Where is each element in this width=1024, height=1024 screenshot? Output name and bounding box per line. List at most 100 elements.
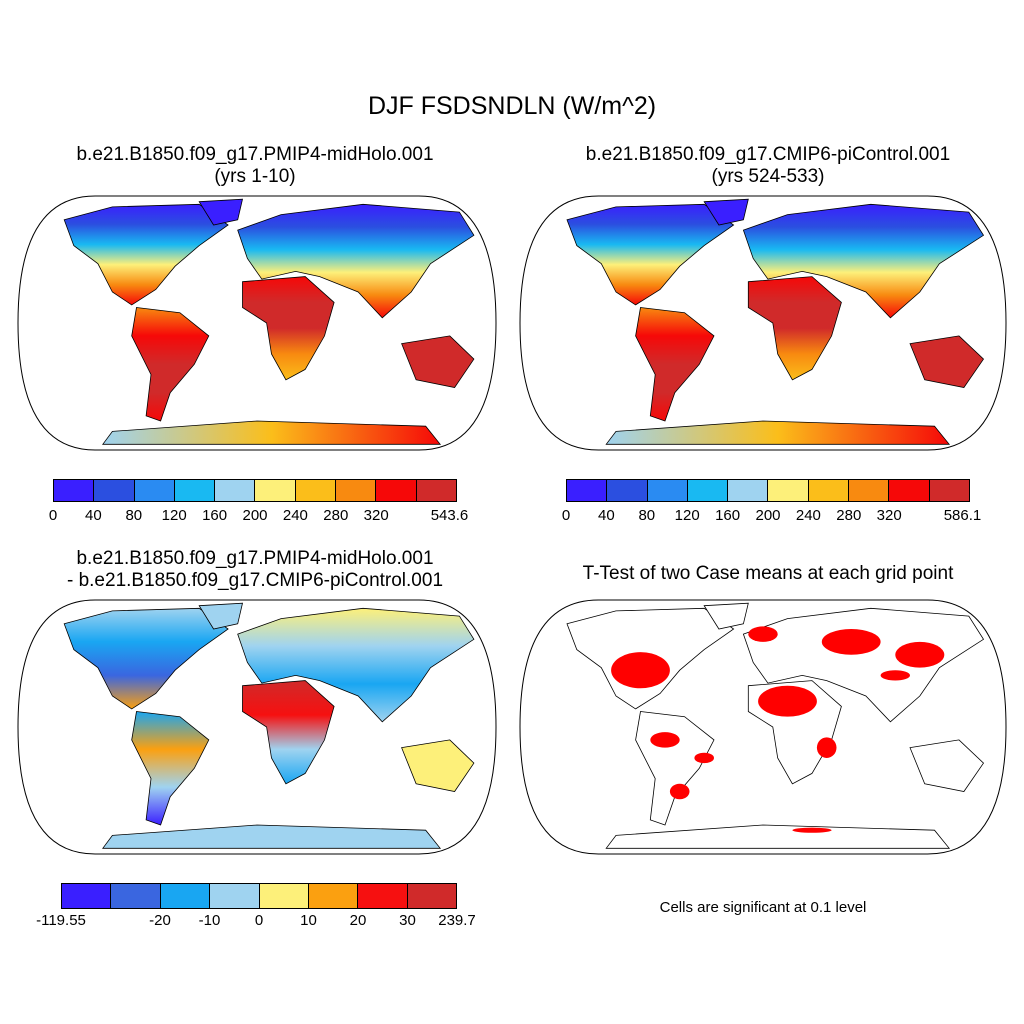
panel-title-line2: (yrs 524-533) (711, 166, 825, 187)
significant-region (821, 628, 881, 655)
colorbar-tick-label: 40 (598, 507, 615, 524)
land-eurasia (742, 607, 985, 723)
map-ttest (519, 599, 1007, 855)
significant-region (792, 827, 832, 833)
significant-region (694, 752, 714, 764)
map-midholo (17, 195, 497, 451)
colorbar-tick-label: 280 (323, 507, 349, 524)
colorbar-ticks-picontrol: 0 40 80 120 160 200 240 280 320 586.1 (562, 507, 981, 527)
significant-region (816, 737, 837, 758)
colorbar-tick-label: -119.55 (36, 912, 86, 929)
colorbar-tick-label: 239.7 (438, 912, 476, 929)
colorbar-swatch (929, 480, 969, 501)
colorbar-tick-label: 120 (674, 507, 700, 524)
map-border (17, 195, 497, 451)
land-greenland (703, 602, 749, 630)
panel-title-line1: b.e21.B1850.f09_g17.PMIP4-midHolo.001 (76, 548, 434, 569)
colorbar-tick-label: 543.6 (430, 507, 469, 524)
colorbar-swatch (295, 480, 337, 501)
significant-region (650, 732, 680, 748)
colorbar-swatch (62, 884, 112, 908)
colorbar-swatch (416, 480, 456, 501)
colorbar-tick-label: 40 (85, 507, 102, 524)
colorbar-swatch (54, 480, 95, 501)
colorbar-tick-label: 200 (755, 507, 781, 524)
colorbar-swatch (111, 884, 161, 908)
colorbar-ticks-difference: -119.55 -20 -10 0 10 20 30 239.7 (36, 912, 476, 932)
panel-title-line1: b.e21.B1850.f09_g17.CMIP6-piControl.001 (585, 144, 951, 165)
land-greenland (703, 198, 749, 226)
panel-title-picontrol: b.e21.B1850.f09_g17.CMIP6-piControl.001 … (518, 144, 1018, 188)
panel-title-midholo: b.e21.B1850.f09_g17.PMIP4-midHolo.001 (y… (5, 144, 505, 188)
land-australia (909, 739, 985, 792)
significance-note: Cells are significant at 0.1 level (659, 899, 867, 916)
colorbar-swatch (728, 480, 769, 501)
colorbar-tick-label: 240 (795, 507, 821, 524)
colorbar-difference (61, 883, 457, 909)
colorbar-tick-label: 0 (48, 507, 58, 524)
colorbar-tick-label: -10 (198, 912, 221, 929)
land-africa (747, 276, 842, 381)
colorbar-tick-label: 30 (399, 912, 416, 929)
colorbar-swatch (255, 480, 296, 501)
land-antarctica (605, 824, 951, 849)
colorbar-tick-label: 0 (561, 507, 571, 524)
colorbar-swatch (849, 480, 890, 501)
colorbar-tick-label: 80 (638, 507, 656, 524)
panel-title-ttest: T-Test of two Case means at each grid po… (582, 563, 954, 584)
colorbar-swatch (647, 480, 688, 501)
colorbar-swatch (687, 480, 729, 501)
colorbar-tick-label: -20 (149, 912, 171, 929)
colorbar-swatch (808, 480, 850, 501)
colorbar-picontrol (566, 479, 970, 502)
land-northAmerica (63, 607, 229, 710)
colorbar-tick-label: 80 (125, 507, 143, 524)
colorbar-swatch (336, 480, 377, 501)
land-australia (401, 739, 475, 792)
colorbar-swatch (768, 480, 809, 501)
map-difference (17, 599, 497, 855)
significant-region (611, 652, 670, 689)
panel-title-line2: (yrs 1-10) (214, 166, 296, 187)
land-africa (242, 680, 335, 785)
land-eurasia (237, 203, 475, 319)
map-picontrol (519, 195, 1007, 451)
colorbar-midholo (53, 479, 457, 502)
colorbar-tick-label: 280 (836, 507, 862, 524)
land-greenland (198, 198, 244, 226)
land-southAmerica (131, 307, 210, 422)
colorbar-tick-label: 160 (202, 507, 228, 524)
colorbar-tick-label: 200 (242, 507, 268, 524)
map-border (17, 599, 497, 855)
colorbar-swatch (215, 480, 256, 501)
colorbar-swatch (567, 480, 608, 501)
colorbar-tick-label: 20 (349, 912, 367, 929)
land-australia (909, 335, 985, 388)
panel-title-difference: b.e21.B1850.f09_g17.PMIP4-midHolo.001 - … (5, 548, 505, 592)
colorbar-tick-label: 120 (161, 507, 187, 524)
land-southAmerica (635, 711, 715, 826)
colorbar-swatch (210, 884, 260, 908)
significant-region (758, 685, 817, 717)
colorbar-tick-label: 320 (876, 507, 902, 524)
significant-region (895, 641, 945, 668)
colorbar-tick-label: 320 (363, 507, 389, 524)
land-northAmerica (63, 203, 229, 306)
colorbar-tick-label: 586.1 (943, 507, 982, 524)
colorbar-swatch (134, 480, 175, 501)
map-border (519, 195, 1007, 451)
land-eurasia (237, 607, 475, 723)
land-southAmerica (131, 711, 210, 826)
colorbar-swatch (94, 480, 135, 501)
colorbar-tick-label: 240 (282, 507, 308, 524)
land-greenland (198, 602, 244, 630)
land-africa (242, 276, 335, 381)
colorbar-tick-label: 0 (254, 912, 264, 929)
colorbar-tick-label: 10 (300, 912, 317, 929)
map-border (519, 599, 1007, 855)
land-southAmerica (635, 307, 715, 422)
figure-title: DJF FSDSNDLN (W/m^2) (367, 92, 657, 120)
colorbar-swatch (889, 480, 930, 501)
land-australia (401, 335, 475, 388)
significant-region (880, 670, 910, 681)
